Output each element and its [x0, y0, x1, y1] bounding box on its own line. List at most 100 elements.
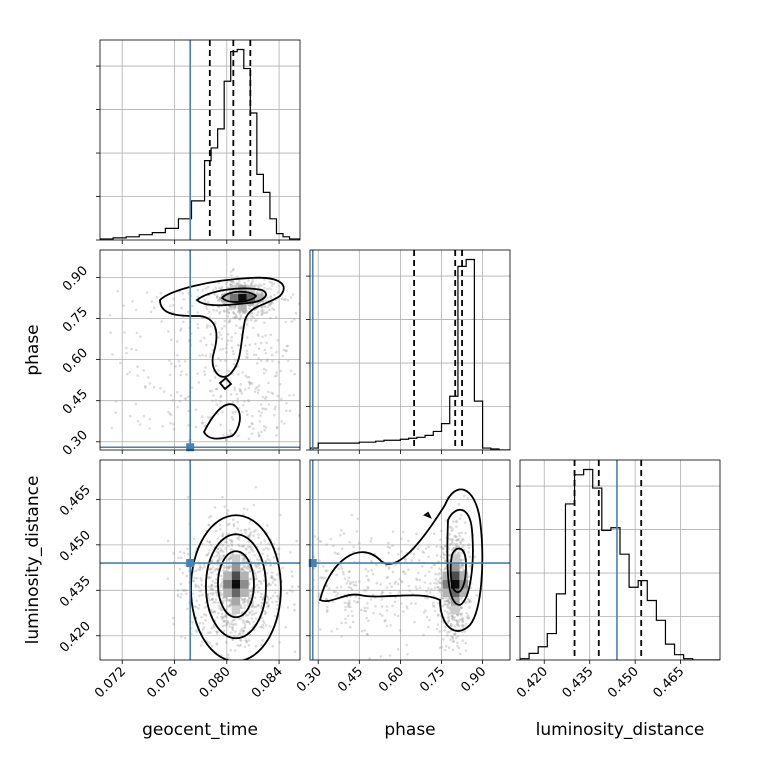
sample-point: [449, 624, 452, 628]
sample-point: [131, 300, 134, 303]
sample-point: [276, 603, 279, 607]
sample-point: [214, 577, 218, 581]
sample-point: [451, 648, 455, 652]
sample-point: [212, 555, 216, 558]
sample-point: [199, 339, 203, 343]
sample-point: [246, 399, 250, 402]
sample-point: [457, 545, 461, 548]
sample-point: [196, 288, 200, 292]
sample-point: [263, 621, 266, 625]
sample-point: [217, 305, 221, 309]
sample-point: [367, 579, 370, 582]
sample-point: [449, 543, 452, 546]
sample-point: [387, 565, 391, 569]
sample-point: [217, 558, 220, 562]
sample-point: [226, 509, 230, 512]
sample-point: [237, 282, 241, 286]
sample-point: [440, 645, 443, 649]
sample-point: [457, 646, 461, 650]
sample-point: [234, 316, 237, 320]
sample-point: [261, 619, 265, 623]
sample-point: [250, 548, 253, 552]
sample-point: [275, 607, 279, 611]
sample-point: [438, 646, 442, 650]
sample-point: [149, 310, 153, 314]
sample-point: [321, 577, 325, 580]
histogram-geocent_time: [100, 48, 300, 240]
sample-point: [348, 601, 351, 605]
sample-point: [364, 588, 368, 592]
density-cell: [255, 293, 264, 303]
sample-point: [460, 596, 464, 600]
sample-point: [468, 565, 472, 568]
sample-point: [264, 352, 268, 355]
sample-point: [152, 306, 156, 310]
sample-point: [458, 551, 462, 555]
sample-point: [250, 617, 254, 620]
sample-point: [212, 610, 215, 613]
sample-point: [263, 286, 266, 290]
sample-point: [283, 422, 286, 425]
sample-point: [206, 285, 210, 289]
sample-point: [347, 576, 351, 580]
sample-point: [172, 422, 175, 426]
sample-point: [222, 309, 226, 312]
sample-point: [246, 567, 250, 571]
sample-point: [460, 606, 463, 610]
sample-point: [214, 364, 218, 368]
sample-point: [439, 568, 443, 572]
sample-point: [239, 383, 243, 386]
sample-point: [381, 614, 384, 617]
sample-point: [248, 520, 252, 523]
sample-point: [452, 618, 455, 622]
sample-point: [197, 381, 201, 384]
sample-point: [234, 358, 237, 362]
sample-point: [217, 298, 220, 302]
sample-point: [126, 372, 129, 376]
sample-point: [229, 631, 233, 634]
sample-point: [451, 528, 454, 531]
sample-point: [265, 601, 269, 605]
sample-point: [231, 306, 235, 309]
sample-point: [432, 601, 435, 604]
sample-point: [248, 567, 252, 571]
sample-point: [410, 602, 413, 605]
sample-point: [267, 598, 271, 601]
sample-point: [271, 576, 274, 580]
sample-point: [462, 543, 465, 547]
sample-point: [213, 568, 217, 572]
sample-point: [206, 539, 209, 543]
sample-point: [248, 570, 251, 574]
sample-point: [241, 618, 245, 622]
sample-point: [450, 614, 453, 618]
sample-point: [396, 614, 400, 618]
density-panel-geocent_time-phase: [99, 249, 301, 452]
sample-point: [441, 547, 445, 550]
sample-point: [247, 598, 250, 601]
sample-point: [418, 586, 422, 590]
sample-point: [450, 635, 454, 638]
contour-island: [218, 376, 233, 391]
sample-point: [227, 311, 231, 315]
sample-point: [256, 333, 260, 336]
sample-point: [185, 592, 188, 596]
sample-point: [264, 407, 268, 411]
sample-point: [248, 551, 251, 554]
sample-point: [201, 353, 204, 357]
sample-point: [179, 327, 183, 331]
sample-point: [246, 620, 249, 624]
sample-point: [222, 553, 226, 557]
sample-point: [444, 645, 448, 648]
sample-point: [324, 598, 328, 601]
sample-point: [194, 605, 198, 609]
sample-point: [194, 425, 198, 429]
sample-point: [262, 579, 265, 583]
sample-point: [292, 318, 296, 321]
sample-point: [230, 416, 234, 419]
sample-point: [215, 594, 219, 597]
sample-point: [450, 526, 453, 529]
sample-point: [243, 626, 246, 630]
sample-point: [218, 523, 222, 527]
sample-point: [403, 557, 407, 561]
sample-point: [215, 387, 219, 391]
